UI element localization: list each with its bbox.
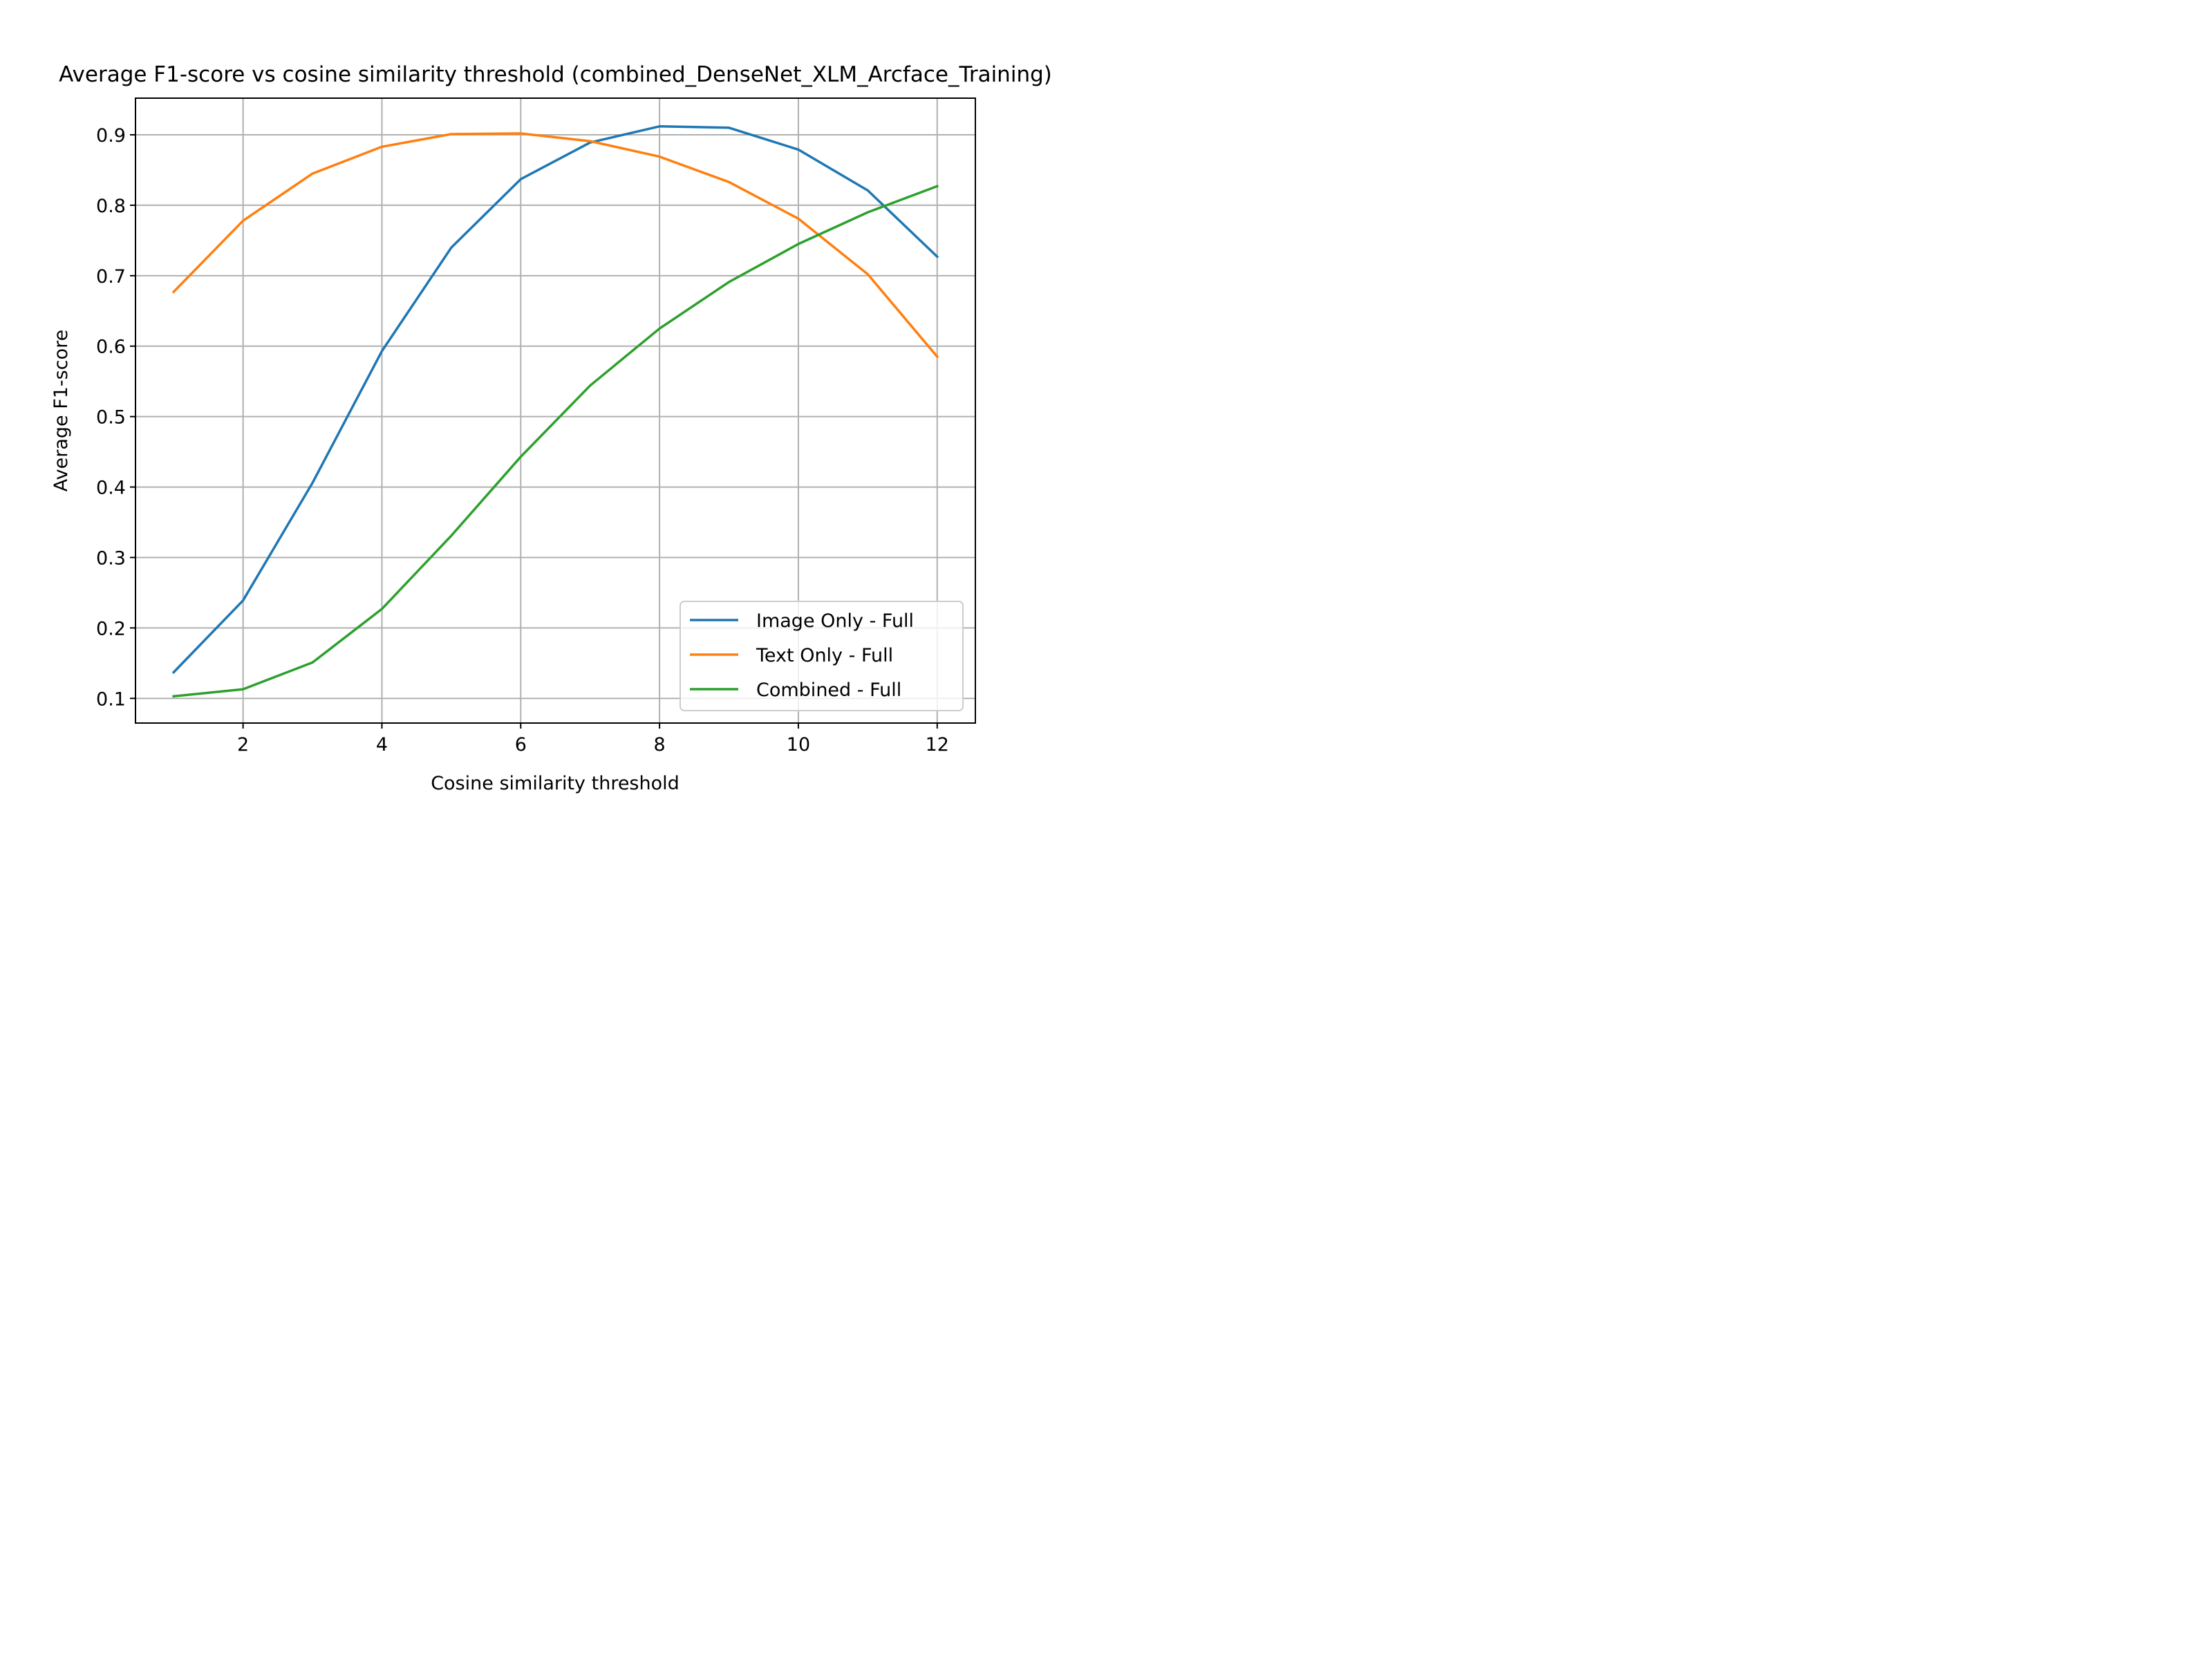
y-tick-label: 0.3: [96, 547, 126, 569]
x-axis-label: Cosine similarity threshold: [431, 773, 679, 794]
y-axis-label: Average F1-score: [50, 330, 72, 491]
y-tick-label: 0.1: [96, 688, 126, 710]
legend-label: Combined - Full: [756, 679, 901, 701]
x-tick-label: 6: [515, 734, 527, 756]
series-lines: [171, 125, 939, 698]
chart: Average F1-score vs cosine similarity th…: [0, 0, 1084, 813]
series-line-2: [172, 185, 939, 698]
series-line-0: [171, 125, 939, 675]
plot-frame: [135, 97, 976, 724]
x-tick-label: 2: [237, 734, 249, 756]
x-tick-label: 12: [926, 734, 949, 756]
chart-title: Average F1-score vs cosine similarity th…: [59, 62, 1052, 87]
legend: Image Only - Full Text Only - Full Combine…: [679, 601, 964, 711]
y-tick-label: 0.2: [96, 618, 126, 639]
x-tick-label: 10: [787, 734, 810, 756]
y-tick-label: 0.8: [96, 196, 126, 217]
y-tick-label: 0.6: [96, 337, 126, 358]
x-axis: 2 4 6 8 10 12: [237, 723, 949, 756]
legend-box: [679, 601, 964, 711]
x-tick-label: 4: [376, 734, 388, 756]
y-tick-label: 0.4: [96, 478, 126, 499]
y-tick-label: 0.7: [96, 266, 126, 288]
series-line-1: [171, 132, 939, 359]
legend-label: Image Only - Full: [756, 610, 914, 632]
y-tick-label: 0.9: [96, 125, 126, 147]
y-tick-label: 0.5: [96, 407, 126, 429]
x-tick-label: 8: [654, 734, 666, 756]
legend-label: Text Only - Full: [756, 645, 893, 666]
y-axis: 0.1 0.2 0.3 0.4 0.5 0.6 0.7 0.8 0.9: [96, 125, 135, 710]
